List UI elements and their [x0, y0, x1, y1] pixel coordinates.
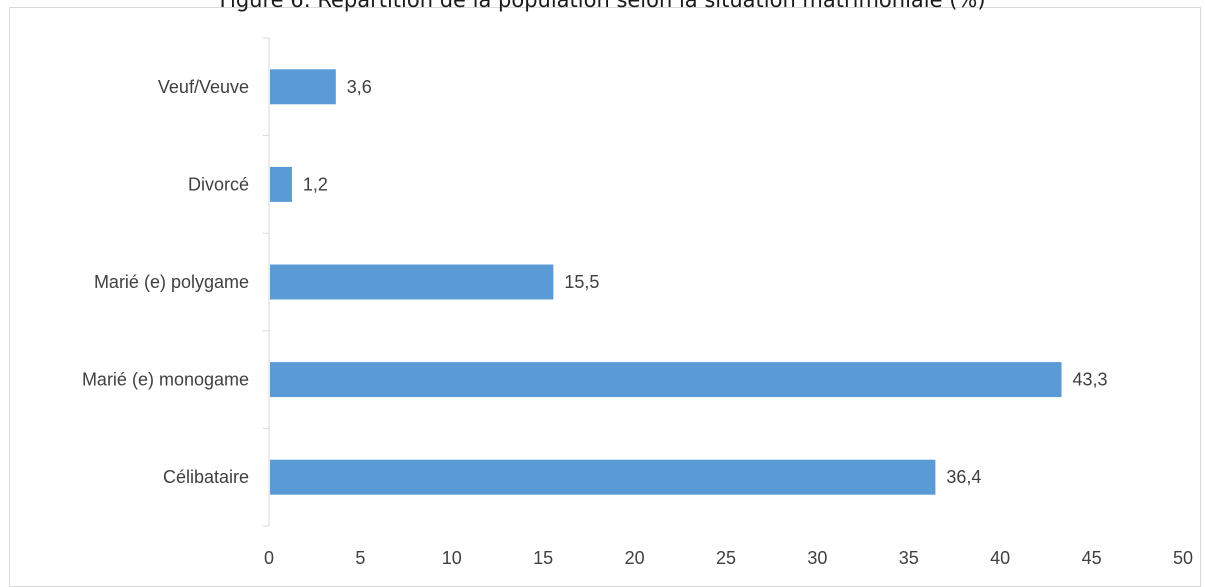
category-label: Marié (e) polygame — [94, 272, 249, 292]
data-label: 43,3 — [1073, 370, 1108, 390]
x-tick-label: 20 — [625, 548, 645, 568]
data-label: 1,2 — [303, 174, 328, 194]
x-tick-label: 50 — [1173, 548, 1193, 568]
x-tick-label: 0 — [264, 548, 274, 568]
x-tick-label: 25 — [716, 548, 736, 568]
x-tick-label: 5 — [355, 548, 365, 568]
category-label: Célibataire — [163, 467, 249, 487]
data-label: 3,6 — [347, 77, 372, 97]
x-tick-label: 10 — [442, 548, 462, 568]
data-label: 36,4 — [946, 467, 981, 487]
bar-4 — [270, 69, 336, 105]
data-label: 15,5 — [564, 272, 599, 292]
bar-3 — [270, 166, 292, 202]
x-tick-label: 30 — [807, 548, 827, 568]
x-tick-label: 45 — [1082, 548, 1102, 568]
x-tick-label: 35 — [899, 548, 919, 568]
category-label: Divorcé — [188, 174, 249, 194]
bar-0 — [270, 459, 936, 495]
bar-2 — [270, 264, 554, 300]
bar-1 — [270, 362, 1062, 398]
category-label: Veuf/Veuve — [158, 77, 249, 97]
category-label: Marié (e) monogame — [82, 370, 249, 390]
x-tick-label: 15 — [533, 548, 553, 568]
chart-title: Figure 6: Répartition de la population s… — [219, 0, 986, 12]
x-tick-label: 40 — [990, 548, 1010, 568]
